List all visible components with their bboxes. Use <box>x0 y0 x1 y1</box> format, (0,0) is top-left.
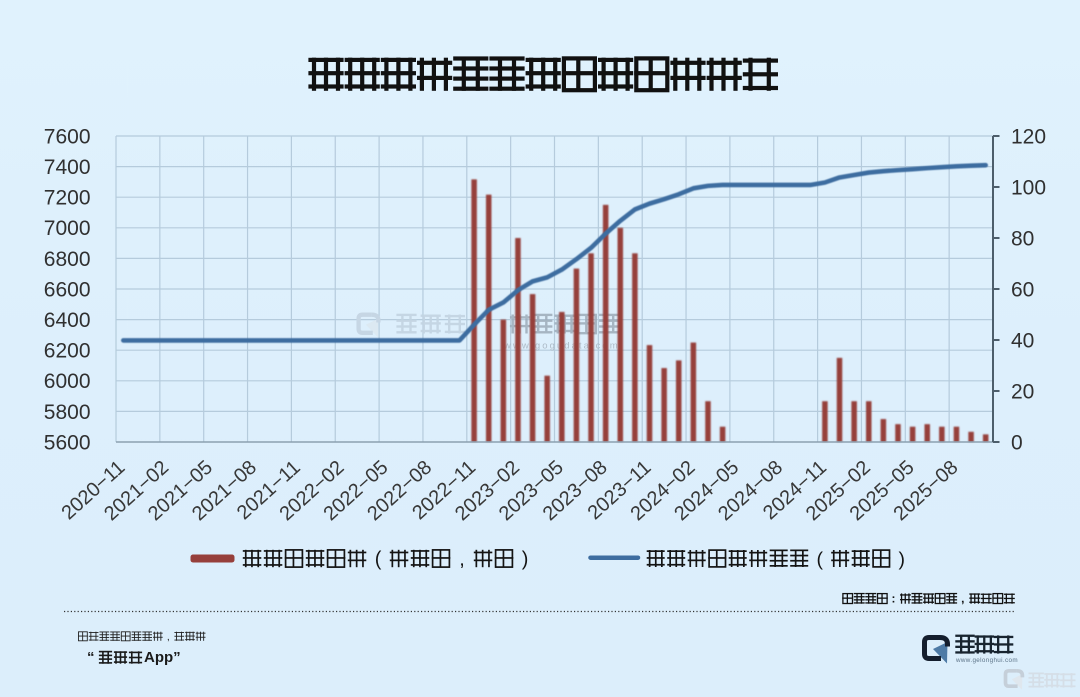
svg-text:100: 100 <box>1011 176 1046 199</box>
svg-text:(: ( <box>375 548 382 570</box>
svg-text:80: 80 <box>1011 227 1034 250</box>
svg-text:6200: 6200 <box>44 340 91 363</box>
svg-text:40: 40 <box>1011 329 1034 352</box>
svg-text:,: , <box>167 632 170 643</box>
svg-text:6000: 6000 <box>44 370 91 393</box>
svg-text:7600: 7600 <box>44 125 91 148</box>
svg-text:App”: App” <box>144 649 181 666</box>
svg-text:“: “ <box>87 649 95 666</box>
svg-text:6600: 6600 <box>44 278 91 301</box>
svg-text:7000: 7000 <box>44 217 91 240</box>
svg-text:,: , <box>459 548 465 570</box>
svg-text:www.gelonghui.com: www.gelonghui.com <box>955 657 1018 664</box>
svg-text:): ) <box>522 548 529 570</box>
svg-text:120: 120 <box>1011 125 1046 148</box>
svg-text::: : <box>892 592 896 606</box>
svg-text:20: 20 <box>1011 380 1034 403</box>
svg-text:5800: 5800 <box>44 401 91 424</box>
svg-text:6800: 6800 <box>44 248 91 271</box>
svg-text:): ) <box>899 548 906 570</box>
svg-text:60: 60 <box>1011 278 1034 301</box>
svg-text:5600: 5600 <box>44 431 91 454</box>
svg-text:0: 0 <box>1011 431 1023 454</box>
svg-text:(: ( <box>817 548 824 570</box>
svg-text:7400: 7400 <box>44 156 91 179</box>
svg-text:6400: 6400 <box>44 309 91 332</box>
svg-text:,: , <box>961 592 964 606</box>
svg-text:7200: 7200 <box>44 187 91 210</box>
